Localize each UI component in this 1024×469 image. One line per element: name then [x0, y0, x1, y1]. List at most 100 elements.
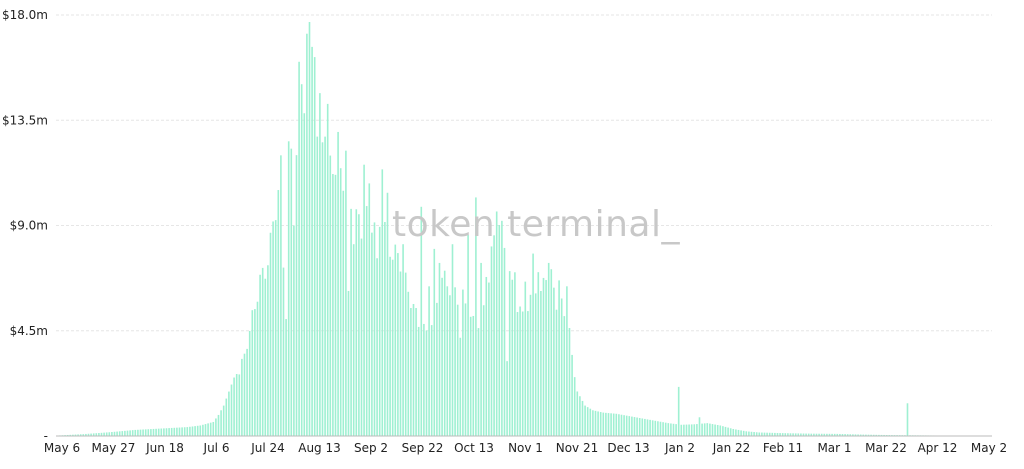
bar: [477, 328, 480, 436]
bar: [867, 434, 870, 436]
bar: [449, 295, 451, 436]
bar: [412, 303, 415, 436]
y-tick-label: $4.5m: [10, 324, 48, 338]
bar: [846, 434, 849, 436]
bar: [98, 433, 100, 436]
watermark-logo: token terminal_: [392, 204, 680, 245]
x-tick-label: Jan 2: [664, 441, 695, 455]
x-tick-label: Sep 22: [402, 441, 444, 455]
x-tick-label: Jun 18: [145, 441, 184, 455]
bar: [493, 235, 495, 436]
bar: [277, 190, 280, 436]
y-tick-zero-mark: -: [44, 429, 48, 443]
bar: [378, 226, 381, 436]
bar: [810, 433, 813, 436]
bar: [823, 433, 826, 436]
bar: [646, 419, 649, 436]
bar: [807, 433, 810, 436]
bar: [196, 425, 199, 436]
bar: [506, 361, 508, 436]
bar: [550, 269, 553, 436]
bar: [649, 419, 651, 436]
x-tick-label: Dec 13: [607, 441, 649, 455]
bar: [641, 418, 644, 436]
bar: [371, 232, 373, 436]
x-axis-tick-labels: May 6 May 27 Jun 18 Jul 6 Jul 24 Aug 13 Sep 2 S…: [44, 441, 1007, 455]
bar: [168, 428, 170, 436]
bar: [303, 113, 306, 436]
bar: [160, 428, 163, 436]
bar: [542, 277, 545, 436]
bar: [774, 432, 776, 436]
bar: [761, 432, 763, 436]
bar: [579, 396, 581, 436]
bar: [558, 280, 560, 436]
bar: [706, 423, 709, 436]
bar: [345, 150, 347, 436]
bar: [633, 417, 636, 436]
bar: [134, 429, 137, 436]
bar: [516, 312, 519, 436]
bar: [191, 426, 194, 436]
bar-series: [56, 22, 992, 437]
bar: [150, 429, 152, 436]
bar: [792, 433, 794, 436]
bar: [750, 431, 753, 436]
bar: [729, 428, 732, 436]
bar: [800, 433, 802, 436]
bar: [183, 427, 186, 436]
bar: [446, 286, 449, 436]
bar: [66, 434, 69, 436]
bar: [397, 253, 399, 436]
bar: [636, 417, 638, 436]
bar: [72, 434, 74, 436]
bar: [87, 433, 90, 436]
bar: [261, 267, 264, 436]
bar: [592, 410, 594, 436]
bar: [438, 262, 441, 436]
bar: [274, 220, 277, 436]
bar: [306, 33, 308, 437]
bar: [170, 427, 173, 436]
bar: [319, 93, 321, 436]
bar: [217, 414, 220, 436]
bar: [566, 286, 568, 436]
bar: [451, 244, 454, 436]
x-tick-label: Oct 13: [454, 441, 494, 455]
bar: [766, 432, 768, 436]
bar: [859, 434, 862, 436]
bar: [875, 434, 878, 436]
bar: [763, 432, 766, 436]
y-tick-label: $13.5m: [2, 113, 48, 127]
bar: [207, 423, 209, 436]
x-tick-label: Mar 22: [865, 441, 907, 455]
bar: [126, 430, 129, 436]
bar: [228, 391, 230, 436]
bar: [155, 428, 157, 436]
bar: [870, 434, 872, 436]
bar: [519, 306, 521, 436]
bar: [316, 136, 319, 436]
bar: [841, 434, 844, 436]
bar: [677, 386, 680, 436]
bar: [683, 424, 685, 436]
x-tick-label: Sep 2: [354, 441, 388, 455]
bar: [363, 164, 365, 436]
bar: [384, 221, 386, 436]
bar: [157, 428, 160, 436]
bar: [329, 155, 332, 436]
bar: [350, 208, 352, 436]
bar: [251, 310, 254, 436]
bar: [755, 432, 758, 436]
bar: [852, 434, 854, 436]
bar: [74, 434, 77, 436]
bar: [459, 337, 462, 436]
bar: [672, 423, 675, 436]
bar: [69, 434, 72, 436]
bar: [742, 430, 745, 436]
bar: [612, 413, 615, 436]
bar: [768, 432, 771, 436]
bar: [620, 414, 623, 436]
bar: [498, 225, 501, 436]
bar: [246, 348, 248, 436]
